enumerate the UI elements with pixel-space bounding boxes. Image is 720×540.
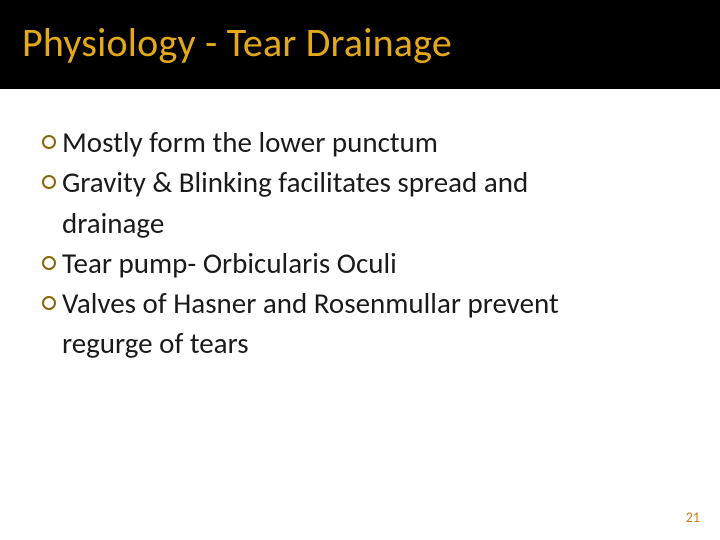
bullet-continuation: drainage: [42, 204, 690, 242]
list-item: Gravity & Blinking facilitates spread an…: [42, 163, 690, 201]
bullet-text: Gravity & Blinking facilitates spread an…: [62, 163, 528, 201]
bullet-ring-icon: [42, 135, 56, 149]
list-item: Mostly form the lower punctum: [42, 123, 690, 161]
title-bar: Physiology - Tear Drainage: [0, 0, 720, 89]
bullet-text: Valves of Hasner and Rosenmullar prevent: [62, 284, 559, 322]
bullet-ring-icon: [42, 256, 56, 270]
bullet-ring-icon: [42, 175, 56, 189]
bullet-text: Mostly form the lower punctum: [62, 123, 438, 161]
bullet-ring-icon: [42, 296, 56, 310]
list-item: Valves of Hasner and Rosenmullar prevent: [42, 284, 690, 322]
bullet-text: Tear pump- Orbicularis Oculi: [62, 244, 397, 282]
page-number: 21: [686, 509, 700, 526]
bullet-continuation: regurge of tears: [42, 324, 690, 362]
content-area: Mostly form the lower punctum Gravity & …: [0, 89, 720, 363]
slide-title: Physiology - Tear Drainage: [22, 18, 720, 67]
list-item: Tear pump- Orbicularis Oculi: [42, 244, 690, 282]
